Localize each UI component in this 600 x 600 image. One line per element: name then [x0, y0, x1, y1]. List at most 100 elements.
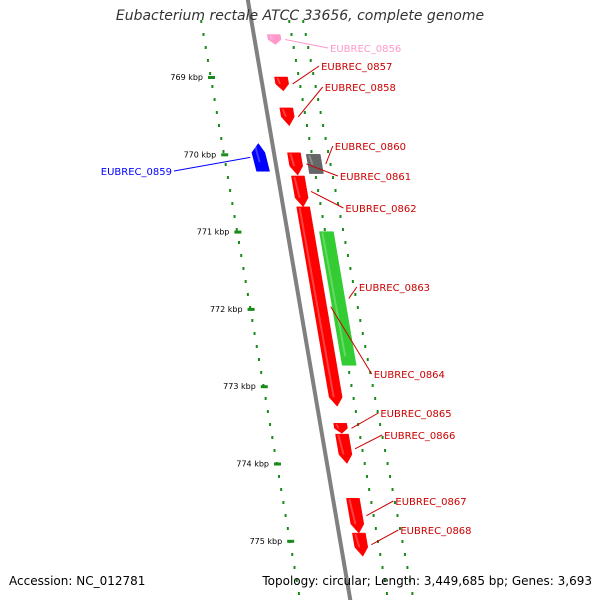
ring-dot: [312, 72, 315, 75]
ring-dot: [200, 20, 203, 23]
gene-highlight: [348, 499, 357, 525]
ring-dot: [381, 566, 384, 569]
ring-dot: [222, 150, 225, 153]
gene-label: EUBREC_0861: [340, 172, 411, 183]
ring-dot: [310, 150, 313, 153]
gene-label: EUBREC_0862: [345, 204, 416, 215]
ring-dot: [411, 592, 414, 595]
gene-label: EUBREC_0860: [335, 142, 406, 153]
ring-dot: [231, 202, 234, 205]
gene-label: EUBREC_0859: [101, 167, 172, 178]
ring-dot: [229, 189, 232, 192]
ring-dot: [363, 462, 366, 465]
ring-dot: [303, 111, 306, 114]
ring-dot: [374, 397, 377, 400]
ring-dot: [317, 98, 320, 101]
label-leader-line: [297, 86, 324, 118]
gene-label: EUBREC_0866: [384, 431, 455, 442]
tick-mark: [221, 153, 229, 157]
ring-dot: [366, 358, 369, 361]
gene-eubrec-0868: [352, 532, 369, 557]
tick-label: 772 kbp: [210, 305, 243, 314]
label-leader-line: [292, 65, 320, 85]
ring-dot: [266, 410, 269, 413]
ring-dot: [406, 566, 409, 569]
gene-label: EUBREC_0868: [400, 526, 471, 537]
ring-dot: [301, 98, 304, 101]
ring-dot: [307, 46, 310, 49]
ring-dot: [396, 514, 399, 517]
ring-dot: [242, 267, 245, 270]
ring-dot: [295, 579, 298, 582]
ring-dot: [334, 189, 337, 192]
ring-dot: [251, 319, 254, 322]
ring-dot: [349, 267, 352, 270]
ring-dot: [238, 241, 240, 244]
ring-dot: [323, 228, 326, 231]
gene-highlight: [289, 153, 296, 167]
ring-dot: [209, 72, 212, 75]
gene-highlight: [321, 232, 347, 357]
ring-dot: [235, 228, 238, 231]
ring-dot: [372, 514, 375, 517]
gene-eubrec-0862: [291, 175, 309, 208]
label-leader-line: [354, 434, 383, 450]
ring-dot: [359, 436, 362, 439]
ring-dot: [314, 85, 317, 88]
ring-dot: [322, 124, 325, 127]
backbone-line: [245, 0, 353, 600]
ring-dot: [361, 449, 364, 452]
ring-dot: [317, 189, 320, 192]
gene-highlight: [354, 534, 361, 548]
ring-dot: [211, 85, 214, 88]
ring-dot: [319, 111, 322, 114]
ring-dot: [368, 488, 371, 491]
label-leader-line: [285, 39, 329, 49]
ring-dot: [356, 306, 359, 309]
ring-dot: [379, 553, 382, 556]
gene-highlight: [308, 155, 314, 165]
ring-dot: [398, 527, 401, 530]
ring-dot: [293, 566, 296, 569]
accession-text: Accession: NC_012781: [9, 574, 146, 588]
tick-mark: [208, 76, 215, 79]
ring-dot: [351, 280, 354, 283]
ring-dot: [299, 85, 302, 88]
ring-dot: [297, 72, 300, 75]
topology-summary: Topology: circular; Length: 3,449,685 bp…: [262, 574, 592, 588]
ring-dot: [264, 397, 267, 400]
tick-mark: [273, 462, 281, 466]
ring-dot: [408, 579, 411, 582]
ring-dot: [339, 215, 342, 218]
gene-label: EUBREC_0864: [374, 370, 445, 381]
ring-dot: [226, 176, 229, 179]
gene-eubrec-0856: [266, 34, 282, 45]
ring-dot: [383, 579, 386, 582]
gene-label: EUBREC_0867: [395, 497, 466, 508]
kbp-ruler: 769 kbp 770 kbp 771 kbp 772 kbp 773 kbp 774 k…: [170, 73, 295, 546]
ring-dot: [391, 488, 394, 491]
ring-dot: [215, 111, 218, 114]
gene-highlight: [276, 78, 281, 84]
label-leader-line: [351, 412, 379, 429]
ring-dot: [309, 59, 312, 62]
ring-dot: [213, 98, 216, 101]
ring-dot: [282, 501, 285, 504]
ring-dot: [364, 345, 367, 348]
ring-dot: [346, 254, 349, 257]
ring-dot: [240, 254, 243, 257]
gene-label: EUBREC_0858: [325, 83, 396, 94]
ring-dot: [321, 215, 324, 218]
ring-dot: [359, 319, 362, 322]
ring-dot: [376, 410, 379, 413]
gene-eubrec-0857: [274, 76, 289, 92]
ring-dot: [204, 46, 207, 49]
ring-dot: [306, 124, 309, 127]
label-leader-line: [330, 306, 373, 375]
gene-label: EUBREC_0865: [380, 409, 451, 420]
ring-dot: [288, 20, 291, 23]
ring-dot: [385, 592, 388, 595]
label-leader-line: [306, 163, 339, 177]
ring-dot: [292, 46, 295, 49]
gene-highlight: [253, 144, 261, 163]
